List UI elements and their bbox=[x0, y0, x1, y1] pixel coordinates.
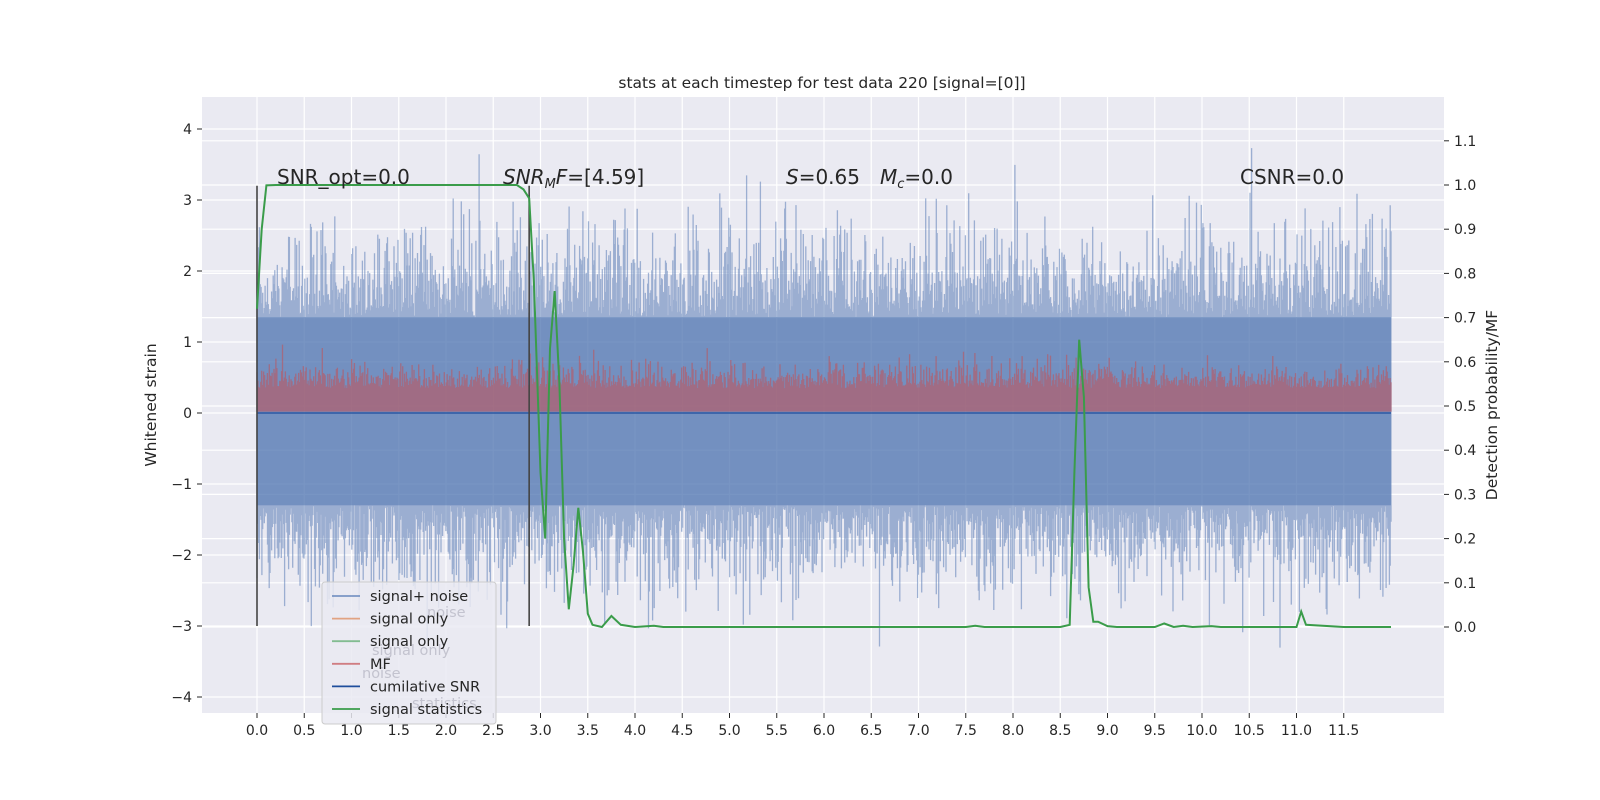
x-tick-label: 7.0 bbox=[907, 723, 929, 739]
x-tick-label: 10.5 bbox=[1234, 723, 1265, 739]
x-tick-label: 0.5 bbox=[293, 723, 315, 739]
right-y-tick-label: 0.1 bbox=[1454, 576, 1476, 592]
left-y-tick-label: 1 bbox=[183, 335, 192, 351]
snr-mf-annotation: SNRMF=[4.59] bbox=[503, 165, 644, 192]
s-statistic-annotation: S=0.65 bbox=[786, 165, 860, 189]
right-y-tick-label: 0.8 bbox=[1454, 266, 1476, 282]
legend-ghost-label: noise bbox=[427, 605, 466, 621]
left-y-axis-ticks: 4 3 2 1 0 −1 −2 −3 −4 bbox=[171, 122, 202, 706]
x-tick-label: 5.0 bbox=[718, 723, 740, 739]
csnr-annotation: CSNR=0.0 bbox=[1240, 165, 1344, 189]
left-y-axis-label: Whitened strain bbox=[142, 343, 160, 466]
legend-label: signal only bbox=[370, 634, 449, 650]
right-y-tick-label: 0.2 bbox=[1454, 532, 1476, 548]
left-y-tick-label: 3 bbox=[183, 193, 192, 209]
left-y-tick-label: −3 bbox=[171, 619, 192, 635]
x-tick-label: 4.5 bbox=[671, 723, 693, 739]
right-y-tick-label: 0.3 bbox=[1454, 487, 1476, 503]
x-tick-label: 1.0 bbox=[340, 723, 362, 739]
left-y-tick-label: 0 bbox=[183, 406, 192, 422]
x-tick-label: 5.5 bbox=[766, 723, 788, 739]
right-y-tick-label: 0.5 bbox=[1454, 399, 1476, 415]
x-tick-label: 3.0 bbox=[529, 723, 551, 739]
right-y-axis-ticks: 1.1 1.0 0.9 0.8 0.7 0.6 0.5 0.4 0.3 0.2 0.1 0.0 bbox=[1444, 134, 1476, 636]
x-tick-label: 1.5 bbox=[388, 723, 410, 739]
left-y-tick-label: 4 bbox=[183, 122, 192, 138]
left-y-tick-label: 2 bbox=[183, 264, 192, 280]
mc-annotation: Mc=0.0 bbox=[880, 165, 953, 192]
legend-label: MF bbox=[370, 657, 391, 673]
snr-opt-annotation: SNR_opt=0.0 bbox=[277, 165, 410, 189]
x-tick-label: 2.5 bbox=[482, 723, 504, 739]
right-y-tick-label: 0.7 bbox=[1454, 311, 1476, 327]
x-axis-ticks: 0.0 0.5 1.0 1.5 2.0 2.5 3.0 3.5 4.0 4.5 5.0 5.5 6.0 6… bbox=[246, 713, 1359, 739]
x-tick-label: 4.0 bbox=[624, 723, 646, 739]
right-y-tick-label: 0.9 bbox=[1454, 222, 1476, 238]
x-tick-label: 2.0 bbox=[435, 723, 457, 739]
legend-label: cumilative SNR bbox=[370, 679, 480, 695]
right-y-tick-label: 0.0 bbox=[1454, 620, 1476, 636]
legend-ghost-label: statistics bbox=[412, 696, 477, 712]
right-y-tick-label: 1.1 bbox=[1454, 134, 1476, 150]
signal-statistics-line bbox=[256, 184, 1391, 629]
left-y-tick-label: −4 bbox=[171, 690, 192, 706]
x-tick-label: 6.0 bbox=[813, 723, 835, 739]
x-tick-label: 0.0 bbox=[246, 723, 268, 739]
legend-ghost-label: noise bbox=[362, 666, 401, 682]
legend-label: signal statistics bbox=[370, 702, 482, 718]
chart-title: stats at each timestep for test data 220… bbox=[618, 74, 1025, 92]
x-tick-label: 7.5 bbox=[955, 723, 977, 739]
right-y-tick-label: 0.6 bbox=[1454, 355, 1476, 371]
legend-label: signal+ noise bbox=[370, 589, 468, 605]
x-tick-label: 10.0 bbox=[1186, 723, 1217, 739]
left-y-tick-label: −2 bbox=[171, 548, 192, 564]
legend-ghost-label: signal only bbox=[372, 643, 451, 659]
x-tick-label: 8.5 bbox=[1049, 723, 1071, 739]
x-tick-label: 8.0 bbox=[1002, 723, 1024, 739]
x-tick-label: 9.5 bbox=[1144, 723, 1166, 739]
left-y-tick-label: −1 bbox=[171, 477, 192, 493]
legend-label: signal only bbox=[370, 612, 449, 628]
x-tick-label: 9.0 bbox=[1096, 723, 1118, 739]
right-y-tick-label: 0.4 bbox=[1454, 443, 1476, 459]
x-tick-label: 3.5 bbox=[577, 723, 599, 739]
right-y-tick-label: 1.0 bbox=[1454, 178, 1476, 194]
x-tick-label: 11.0 bbox=[1281, 723, 1312, 739]
legend-box bbox=[321, 581, 497, 725]
right-y-axis-label: Detection probability/MF bbox=[1483, 310, 1501, 501]
vertical-markers bbox=[256, 185, 530, 626]
x-tick-label: 11.5 bbox=[1328, 723, 1359, 739]
x-tick-label: 6.5 bbox=[860, 723, 882, 739]
